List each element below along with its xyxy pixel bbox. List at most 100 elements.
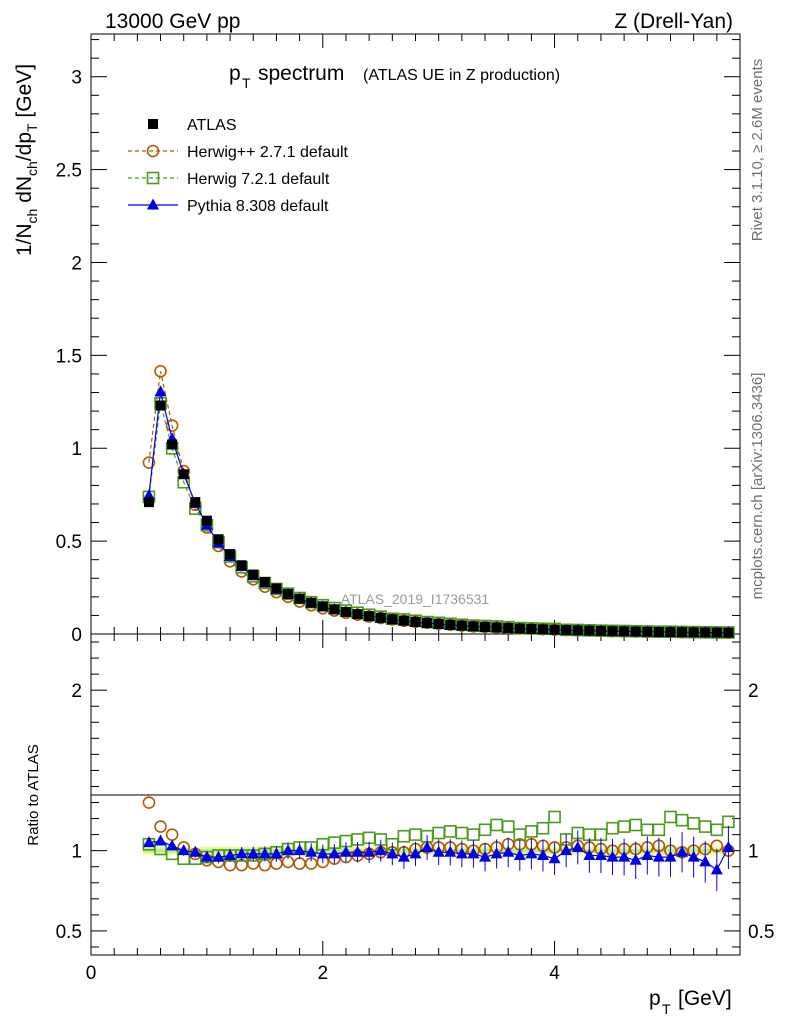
ratio-point (467, 847, 480, 859)
ratio-point (710, 823, 724, 837)
series-3-ratio (142, 825, 735, 892)
ratio-point (501, 820, 515, 833)
atlas-point (306, 597, 317, 608)
ratio-point (722, 840, 735, 852)
atlas-point (178, 469, 189, 480)
y-tick-label: 2 (71, 253, 82, 274)
ratio-point (571, 840, 584, 852)
axis-tick-labels: 0 2 400.511.522.530.5 0.51 12 2 (56, 68, 775, 984)
ratio-point (479, 850, 492, 862)
ratio-point (282, 844, 295, 856)
ratio-point (583, 848, 596, 860)
ratio-point (629, 818, 642, 832)
atlas-point (572, 625, 583, 636)
ratio-point (455, 847, 468, 859)
atlas-point (248, 569, 259, 580)
svg-text:p: p (649, 987, 661, 1010)
ratio-point (606, 850, 619, 862)
atlas-point (259, 576, 270, 587)
ratio-tick-label-left: 2 (71, 681, 82, 702)
atlas-main (143, 400, 734, 638)
ratio-point (293, 844, 306, 856)
header-energy-label: 13000 GeV pp (105, 10, 240, 33)
analysis-watermark: ATLAS_2019_I1736531 (341, 591, 490, 607)
ratio-point (455, 826, 469, 840)
ratio-point (676, 845, 689, 857)
ratio-point (478, 823, 492, 837)
ratio-point (397, 829, 411, 843)
ratio-point (293, 857, 306, 870)
ratio-point (490, 818, 503, 832)
atlas-point (236, 560, 247, 571)
svg-text:spectrum: spectrum (258, 62, 344, 85)
atlas-point (398, 615, 409, 626)
atlas-point (700, 627, 711, 638)
ratio-point (467, 828, 480, 841)
legend: ATLAS Herwig++ 2.7.1 default Herwig 7.2.1 … (128, 117, 349, 215)
ratio-tick-label-right: 2 (748, 681, 759, 702)
y-tick-label: 0 (71, 625, 82, 646)
atlas-point (271, 583, 282, 594)
ratio-point (142, 796, 156, 809)
ratio-point (652, 850, 665, 862)
series-point (142, 456, 156, 469)
atlas-point (653, 626, 664, 637)
svg-text:T: T (662, 1001, 671, 1017)
atlas-point (607, 626, 618, 637)
legend-label: Pythia 8.308 default (187, 198, 329, 215)
ratio-point (594, 848, 607, 860)
ratio-point (386, 847, 399, 859)
ratio-point (212, 850, 225, 862)
ratio-point (699, 855, 712, 867)
ratio-point (640, 823, 654, 837)
atlas-point (468, 621, 479, 632)
atlas-point (642, 626, 653, 637)
x-axis-label-main: p (649, 987, 661, 1010)
atlas-point (387, 614, 398, 625)
legend-entry: Herwig 7.2.1 default (128, 171, 330, 188)
title-paren: (ATLAS UE in Z production) (363, 67, 560, 84)
ratio-point (154, 820, 167, 833)
atlas-point (433, 618, 444, 629)
ratio-point (641, 848, 654, 860)
ratio-point (351, 845, 364, 857)
atlas-point (537, 624, 548, 635)
ratio-point (224, 848, 237, 860)
ratio-point (629, 853, 642, 865)
ratio-point (502, 845, 515, 857)
y-tick-label: 1.5 (56, 346, 82, 367)
x-axis-label-sub: T (662, 1001, 671, 1017)
ratio-point (339, 845, 352, 857)
svg-text:(ATLAS UE in Z production): (ATLAS UE in Z production) (363, 67, 560, 84)
svg-text:[GeV]: [GeV] (678, 987, 732, 1010)
ratio-point (652, 823, 666, 837)
ratio-point (165, 828, 179, 841)
rivet-version-label: Rivet 3.1.10, ≥ 2.6M events (749, 59, 766, 242)
ratio-point (154, 834, 167, 846)
y-axis-label-main: 1/Nch dNch/dpT [GeV] (13, 64, 40, 256)
atlas-point (665, 627, 676, 638)
ratio-point (397, 850, 410, 862)
atlas-point (503, 623, 514, 634)
y-tick-label: 2.5 (56, 161, 82, 182)
x-tick-label: 2 (317, 963, 328, 984)
atlas-point (561, 625, 572, 636)
ratio-tick-label-right: 1 (748, 842, 759, 863)
ratio-point (235, 847, 248, 859)
ratio-point (490, 847, 503, 859)
ratio-point (421, 840, 434, 852)
title-word: spectrum (258, 62, 344, 85)
ratio-point (525, 825, 538, 838)
ratio-point (525, 847, 538, 859)
y-tick-label: 3 (71, 68, 82, 89)
atlas-point (422, 618, 433, 629)
ratio-point (142, 836, 155, 848)
y-axis-label-ratio: Ratio to ATLAS (25, 744, 42, 845)
atlas-point (155, 400, 166, 411)
ratio-point (432, 826, 445, 840)
atlas-point (213, 534, 224, 545)
atlas-point (619, 626, 630, 637)
ratio-point (409, 847, 422, 859)
ratio-point (560, 844, 573, 856)
